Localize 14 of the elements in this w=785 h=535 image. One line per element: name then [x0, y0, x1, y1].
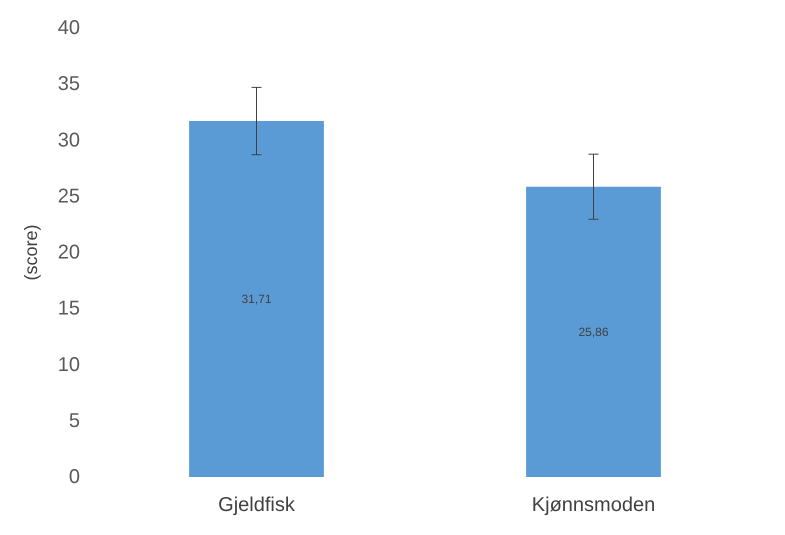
y-tick-label: 5 — [68, 410, 80, 432]
y-tick-label: 40 — [58, 17, 80, 39]
y-tick-label: 0 — [68, 466, 80, 488]
x-tick-label: Gjeldfisk — [218, 494, 296, 516]
y-axis-title: (score) — [21, 224, 41, 281]
y-tick-label: 35 — [58, 73, 80, 96]
x-tick-label: Kjønnsmoden — [532, 494, 656, 516]
y-tick-label: 25 — [58, 185, 80, 208]
y-tick-label: 15 — [58, 298, 80, 320]
data-label: 25,86 — [578, 324, 609, 339]
data-label: 31,71 — [241, 292, 272, 306]
y-tick-label: 20 — [58, 242, 80, 264]
y-tick-label: 10 — [58, 354, 80, 376]
y-tick-label: 30 — [58, 129, 80, 152]
